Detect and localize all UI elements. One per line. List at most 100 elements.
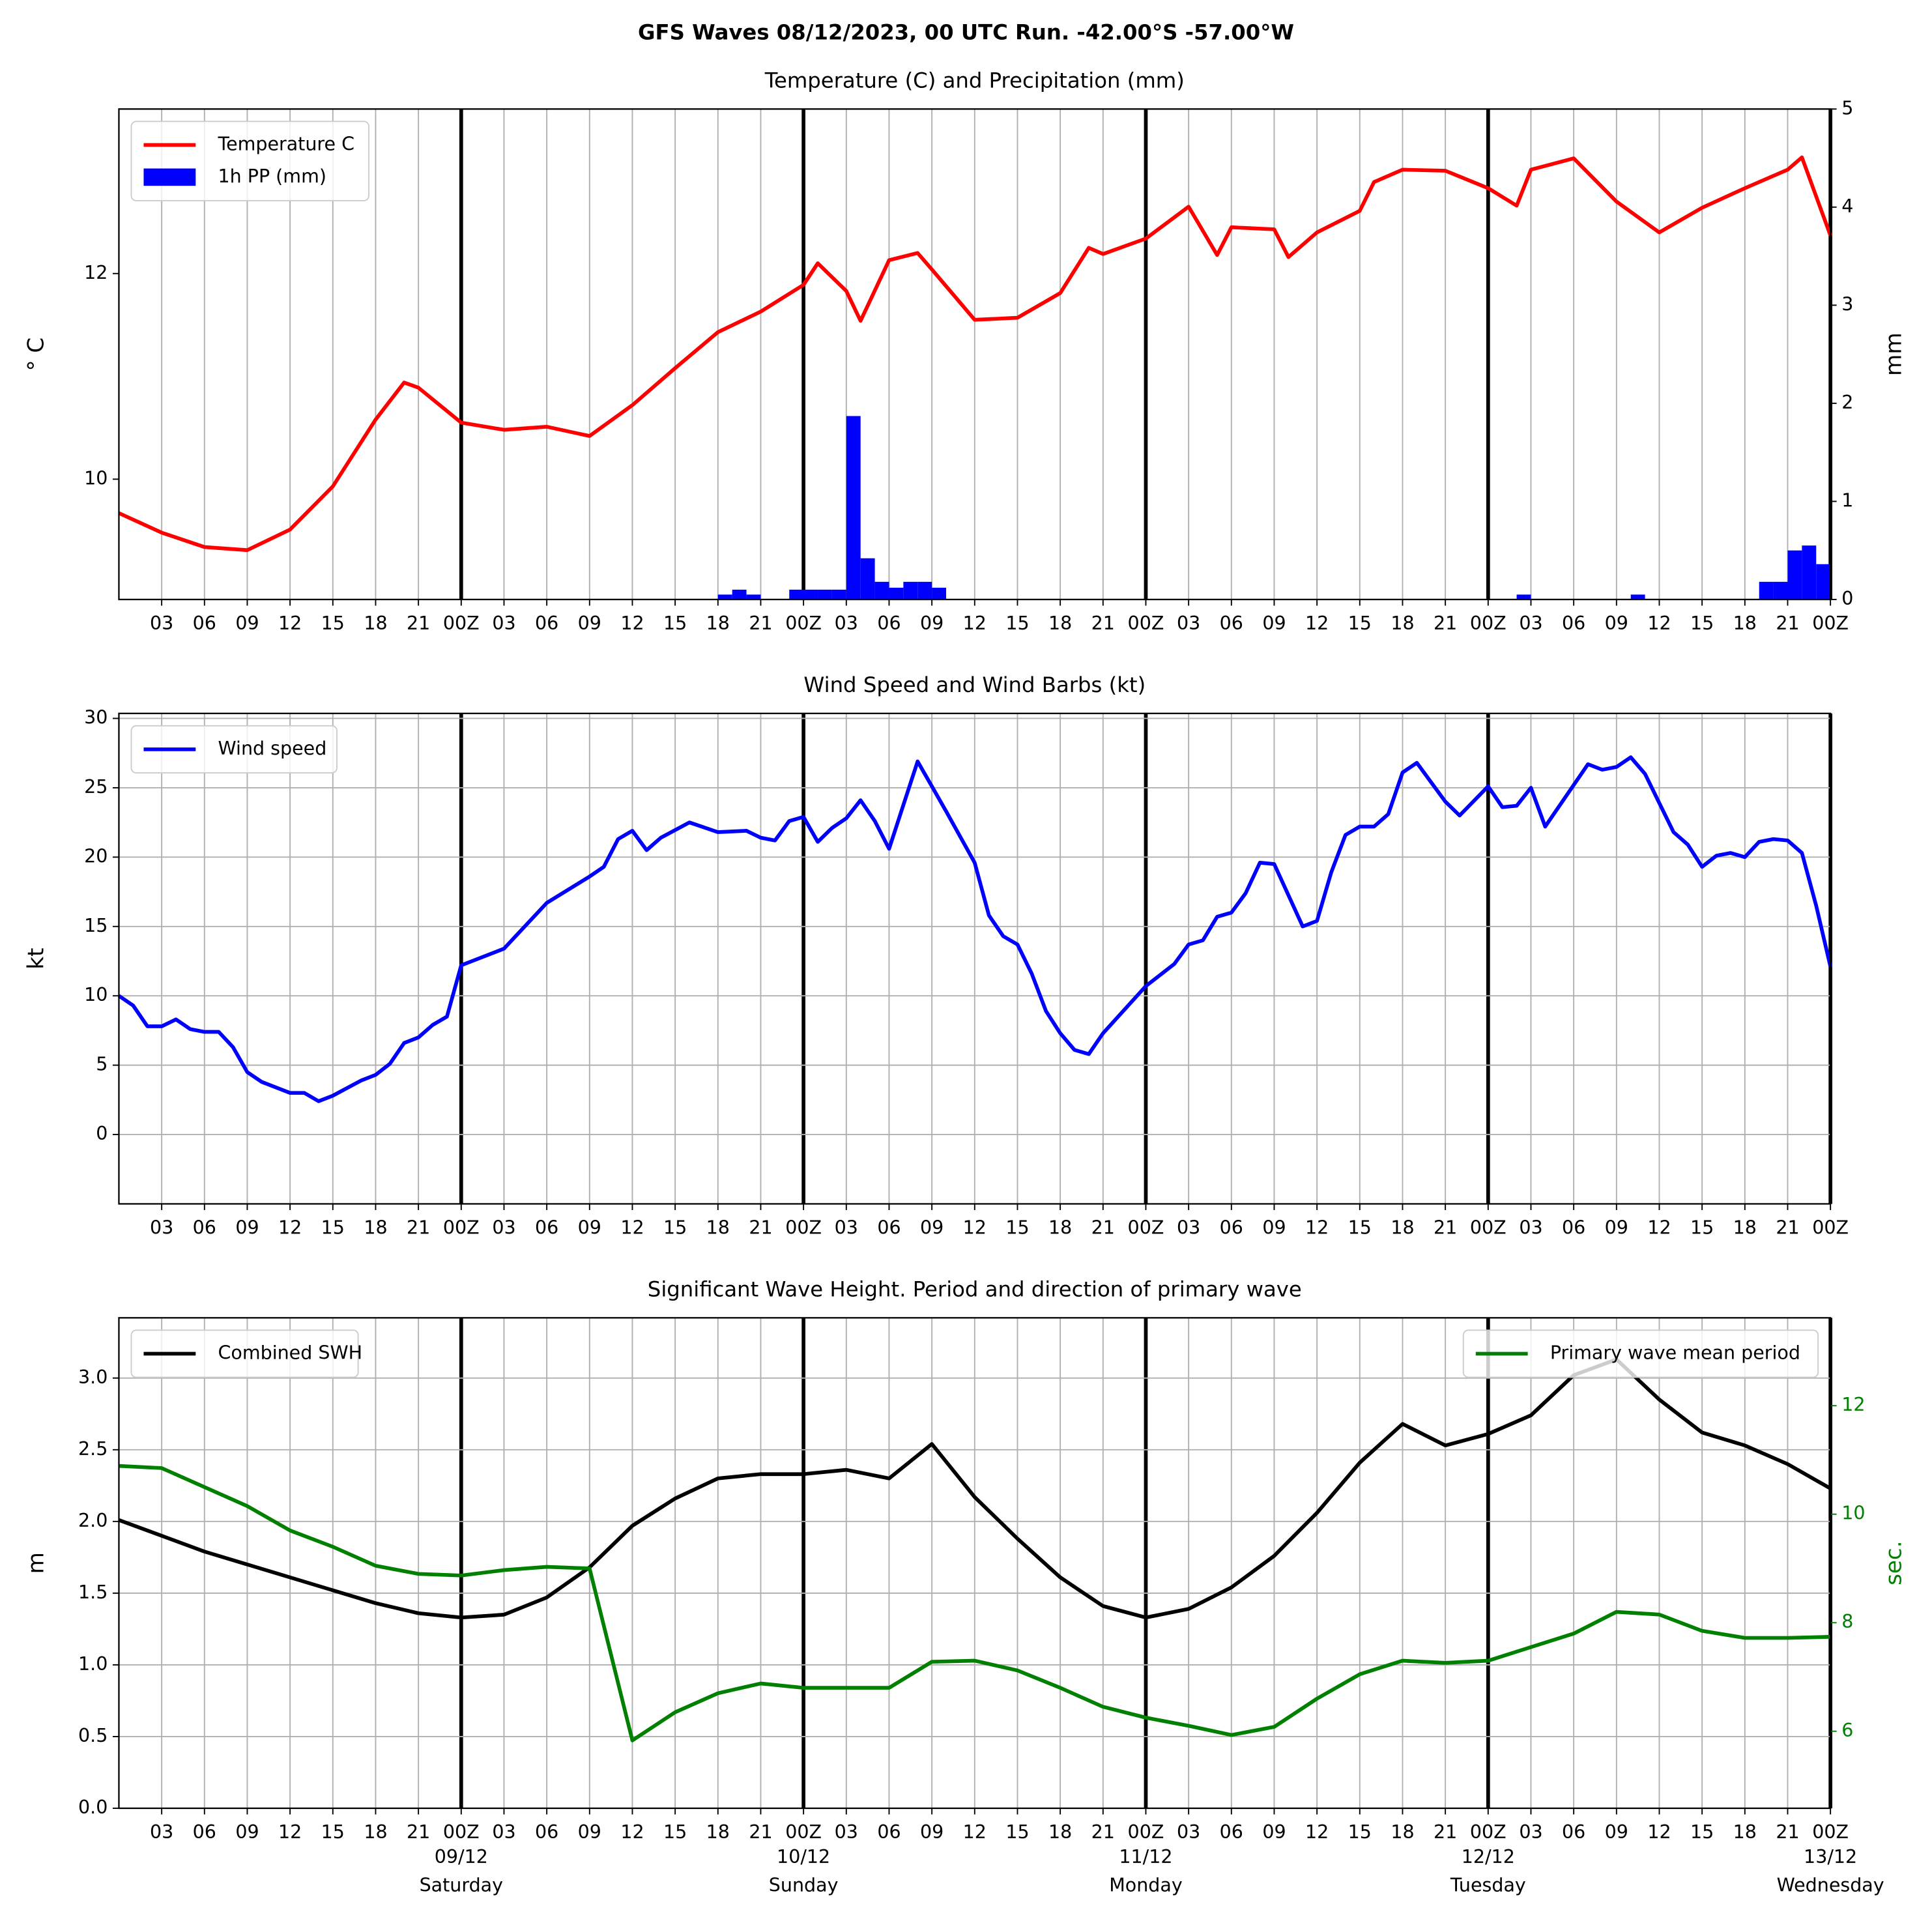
x-tick-label: 12 [1647,1821,1671,1843]
x-tick-label: 15 [663,1821,687,1843]
y2-tick-label: 6 [1841,1720,1853,1741]
x-tick-label: 00Z [1470,613,1507,634]
x-tick-label: 18 [1048,1821,1072,1843]
legend-box [130,1329,359,1378]
x-tick-label: 03 [150,613,173,634]
x-tick-label: 06 [1220,1217,1243,1238]
y2-tick-label: 10 [1841,1503,1865,1524]
x-tick-label: 00Z [1128,613,1164,634]
plot-frame [118,1317,1832,1810]
legend-label: 1h PP (mm) [218,166,326,187]
bar [803,589,818,599]
bar [1802,545,1817,599]
x-tick-label: 00Z [785,613,822,634]
x-tick-label: 09 [920,1217,944,1238]
x-tick-label: 21 [407,1217,430,1238]
y-tick-label: 3.0 [78,1366,108,1388]
x-tick-label: 18 [706,1821,730,1843]
x-tick-label: 00Z [1812,613,1849,634]
x-tick-label: 15 [1005,1217,1029,1238]
x-tick-label: 18 [364,613,387,634]
x-tick-label: 12 [963,1821,987,1843]
bar [1630,594,1645,599]
x-tick-label: 18 [1391,1217,1414,1238]
x-tick-label: 18 [1733,613,1757,634]
x-tick-label: 06 [193,1821,216,1843]
y2-tick-label: 8 [1841,1611,1853,1632]
x-tick-label: 18 [706,1217,730,1238]
date-label: 09/12 [435,1846,488,1868]
y-tick-label: 12 [84,262,108,283]
x-tick-label: 09 [578,1217,601,1238]
y-tick-label: 0.0 [78,1797,108,1818]
y2-tick-label: 5 [1841,97,1853,119]
x-tick-label: 21 [407,1821,430,1843]
x-tick-label: 03 [1177,1821,1200,1843]
x-tick-label: 18 [364,1821,387,1843]
bar [746,594,761,599]
x-tick-label: 15 [1348,613,1372,634]
x-tick-label: 09 [1605,613,1628,634]
x-tick-label: 00Z [443,1217,480,1238]
x-tick-label: 09 [578,1821,601,1843]
y2-tick-label: 3 [1841,293,1853,315]
bar [1516,594,1531,599]
y-axis-label: kt [23,948,50,970]
x-tick-label: 06 [193,613,216,634]
legend-label: Temperature C [218,133,355,154]
legend-label: Combined SWH [218,1342,363,1363]
x-tick-label: 21 [407,613,430,634]
x-tick-label: 12 [963,613,987,634]
x-tick-label: 12 [620,1821,644,1843]
bar [732,589,747,599]
bar [831,589,846,599]
y-tick-label: 2.5 [78,1438,108,1460]
x-tick-label: 18 [1391,1821,1414,1843]
panel-title: Wind Speed and Wind Barbs (kt) [803,672,1146,697]
y2-tick-label: 0 [1841,588,1853,609]
y-tick-label: 2.0 [78,1510,108,1531]
x-tick-label: 00Z [1470,1217,1507,1238]
x-tick-label: 09 [1262,1217,1286,1238]
legend-box [130,725,338,774]
figure-title: GFS Waves 08/12/2023, 00 UTC Run. -42.00… [638,20,1294,44]
x-tick-label: 03 [835,613,858,634]
x-tick-label: 03 [1177,613,1200,634]
y-tick-label: 1.5 [78,1582,108,1603]
x-tick-label: 15 [1690,1821,1714,1843]
x-tick-label: 21 [1091,1217,1115,1238]
date-label: 11/12 [1119,1846,1172,1868]
y-tick-label: 15 [84,915,108,936]
x-tick-label: 15 [663,613,687,634]
y2-axis-label: sec. [1881,1540,1907,1585]
x-tick-label: 21 [1776,1821,1799,1843]
x-tick-label: 15 [1005,613,1029,634]
x-tick-label: 00Z [785,1821,822,1843]
x-tick-label: 18 [1048,613,1072,634]
x-tick-label: 06 [877,1217,901,1238]
y-tick-label: 10 [84,467,108,489]
legend-swatch [143,168,196,186]
series-line [117,755,1832,1103]
bar [789,589,804,599]
x-tick-label: 21 [1091,1821,1115,1843]
x-tick-label: 15 [321,1821,345,1843]
date-label: 13/12 [1804,1846,1857,1868]
x-tick-label: 06 [535,1217,558,1238]
x-tick-label: 06 [535,613,558,634]
x-tick-label: 18 [1733,1821,1757,1843]
x-tick-label: 03 [492,1821,515,1843]
x-tick-label: 15 [1348,1821,1372,1843]
y-axis-label: ° C [23,338,50,371]
x-tick-label: 06 [877,1821,901,1843]
y2-axis-label: mm [1881,332,1907,376]
y-tick-label: 30 [84,706,108,728]
x-tick-label: 21 [1434,1821,1457,1843]
legend-label: Primary wave mean period [1550,1342,1800,1363]
x-tick-label: 03 [150,1217,173,1238]
x-tick-label: 15 [321,613,345,634]
x-tick-label: 21 [1434,613,1457,634]
bar [1759,581,1774,599]
x-tick-label: 12 [278,613,302,634]
x-tick-label: 06 [1220,1821,1243,1843]
